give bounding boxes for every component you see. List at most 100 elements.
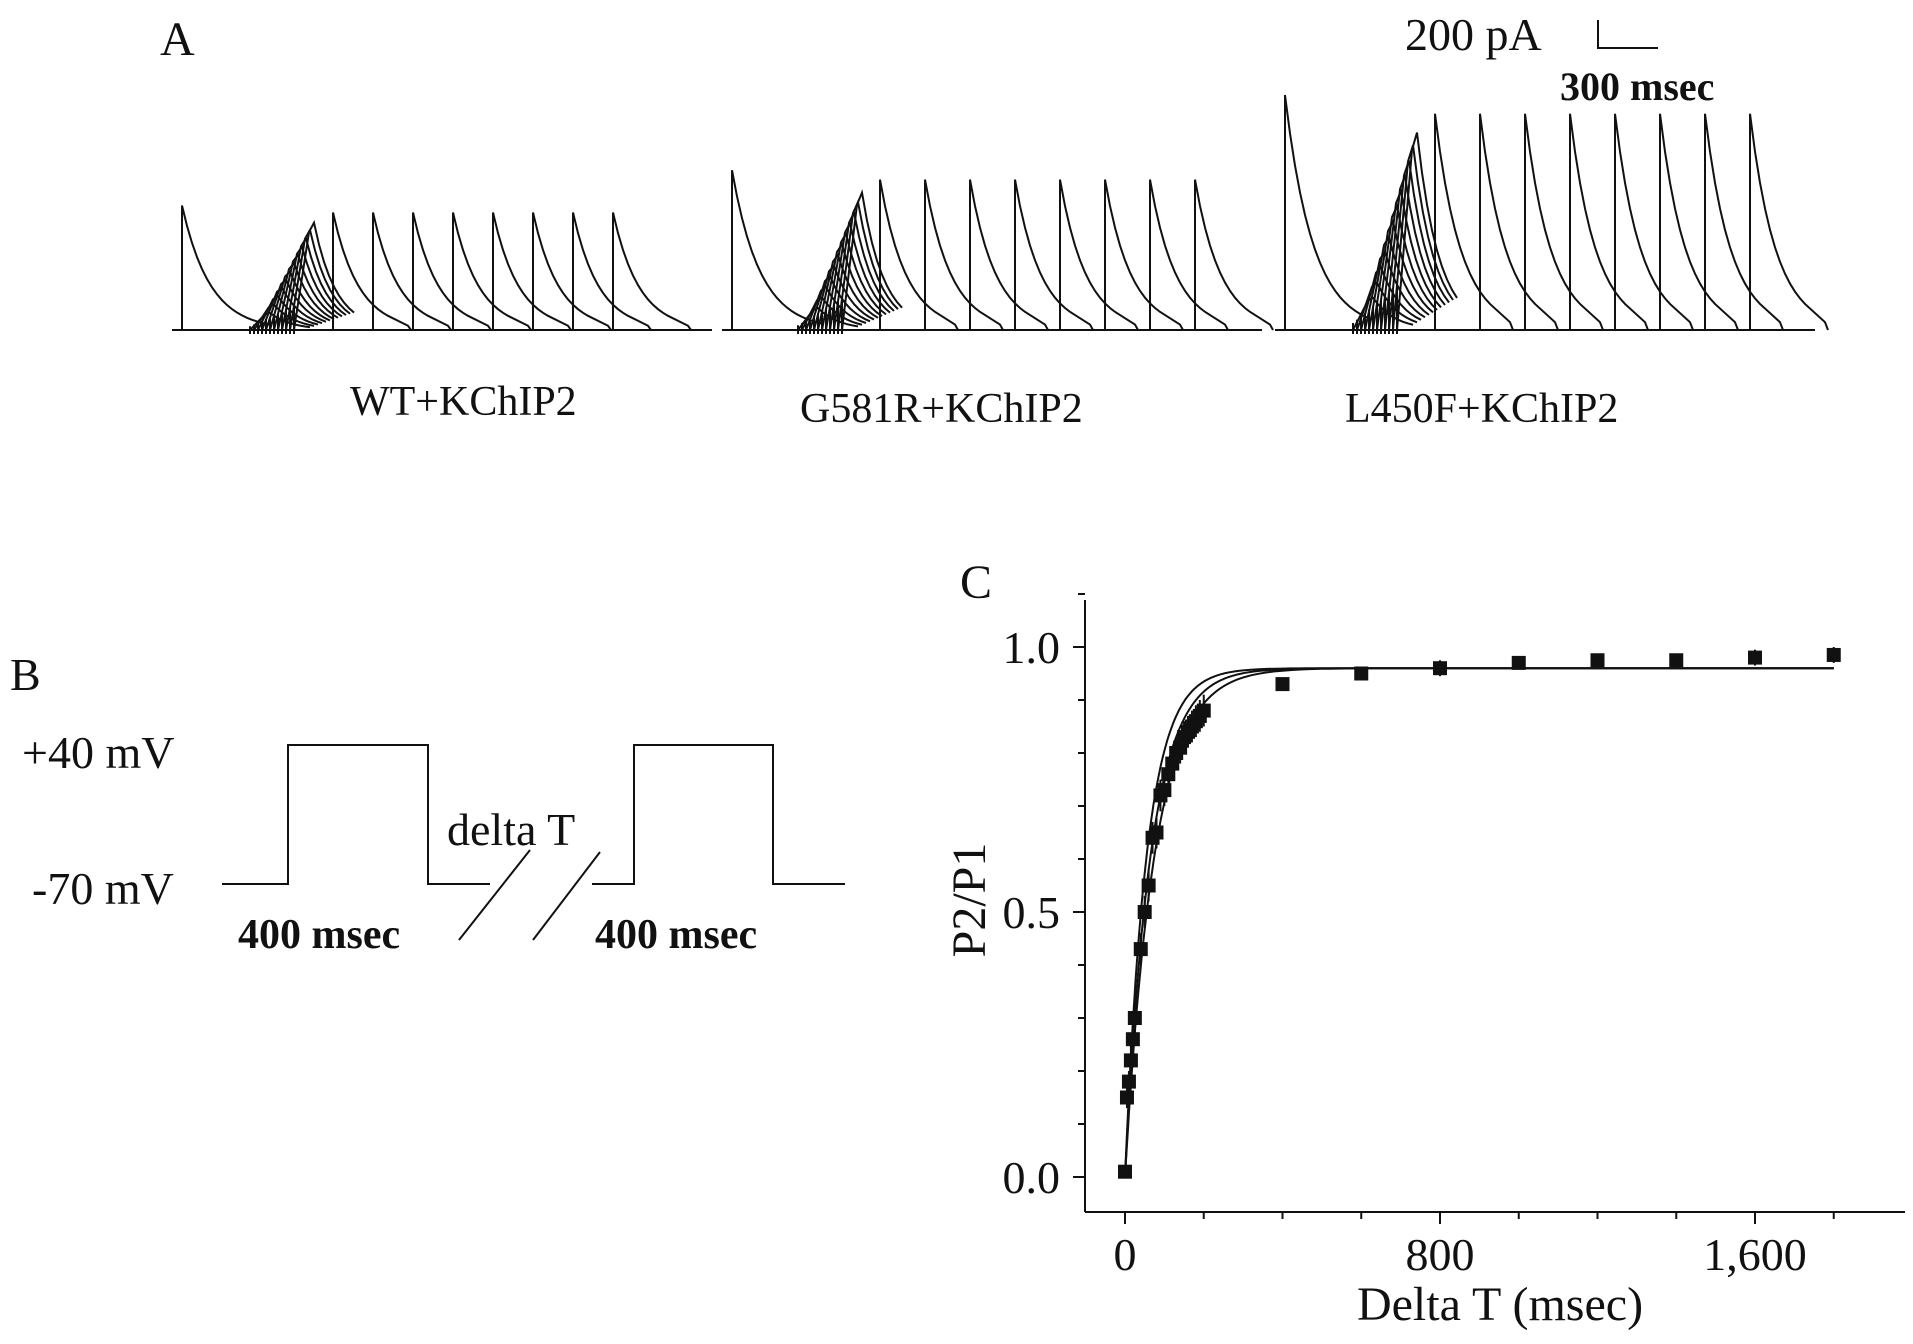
trace-p1 <box>731 170 823 330</box>
y-axis-label: P2/P1 <box>943 843 996 958</box>
trace-p2 <box>532 212 612 331</box>
pulse-1 <box>222 744 490 885</box>
trace-p2-short <box>1392 144 1454 334</box>
trace-p2 <box>1479 113 1559 331</box>
trace-p2 <box>1614 113 1694 331</box>
trace-p2 <box>1659 113 1739 331</box>
voltage-high-label: +40 mV <box>22 727 174 778</box>
x-tick-label: 800 <box>1406 1229 1475 1280</box>
data-point <box>1125 1032 1140 1047</box>
axis-ticks: 0 800 1,600 0.0 0.5 1.0 <box>1003 593 1835 1280</box>
break-mark-1 <box>458 849 531 941</box>
trace-p2 <box>612 212 692 331</box>
trace-p2 <box>879 179 959 331</box>
trace-p1 <box>1284 94 1376 330</box>
fit-curves <box>1124 667 1834 1178</box>
y-tick-label: 0.0 <box>1003 1152 1061 1203</box>
data-point <box>1137 905 1152 919</box>
data-point <box>1354 666 1369 681</box>
scale-bar-time-label: 300 msec <box>1560 64 1714 109</box>
data-point <box>1119 1090 1134 1105</box>
trace-p2-short <box>261 286 323 334</box>
data-point <box>1141 878 1156 893</box>
panel-b-label: B <box>10 649 41 700</box>
pulse-2-duration: 400 msec <box>595 912 757 958</box>
data-point <box>1669 653 1684 668</box>
trace-p2 <box>332 212 412 331</box>
voltage-low-label: -70 mV <box>32 863 174 914</box>
data-point <box>1511 655 1526 670</box>
trace-p2-short <box>289 227 351 334</box>
data-point <box>1127 1011 1142 1025</box>
trace-label-l450f: L450F+KChIP2 <box>1345 386 1618 432</box>
trace-p2 <box>1194 179 1274 331</box>
trace-p2-short <box>833 209 895 334</box>
trace-p2-short <box>285 235 347 334</box>
trace-p2-short <box>265 278 327 334</box>
trace-p2 <box>1749 113 1829 331</box>
trace-p2 <box>1104 179 1184 331</box>
trace-p2-short <box>293 219 355 334</box>
data-point <box>1133 942 1148 957</box>
trace-p2 <box>1059 179 1139 331</box>
trace-p2 <box>1524 113 1604 331</box>
trace-p2 <box>1014 179 1094 331</box>
trace-p2 <box>1434 113 1514 331</box>
trace-label-wt: WT+KChIP2 <box>350 379 577 425</box>
trace-p2-short <box>837 198 899 334</box>
trace-p2-short <box>1396 132 1458 334</box>
trace-group <box>1275 94 1829 334</box>
data-point <box>1826 647 1841 662</box>
trace-p2 <box>924 179 1004 331</box>
trace-p2 <box>969 179 1049 331</box>
trace-p2 <box>492 212 572 331</box>
data-point <box>1748 650 1762 665</box>
fit-curve <box>1124 667 1834 1178</box>
pulse-2 <box>592 744 845 885</box>
data-point <box>1118 1164 1132 1179</box>
data-point <box>1123 1053 1138 1068</box>
panel-c-label: C <box>960 556 992 609</box>
trace-p2-short <box>841 189 903 334</box>
trace-p2-short <box>1388 160 1450 334</box>
trace-p2 <box>452 212 532 331</box>
trace-p2-short <box>829 220 891 334</box>
data-points <box>1118 647 1841 1179</box>
trace-p2 <box>372 212 452 331</box>
trace-group <box>722 170 1274 334</box>
trace-group <box>172 205 712 334</box>
trace-p2-short <box>1368 234 1430 334</box>
y-tick-label: 0.5 <box>1003 887 1061 938</box>
trace-p2-short <box>1364 249 1426 334</box>
panel-c: C 0 800 1,600 0.0 0.5 1.0 Delta T (msec) P2/P… <box>943 556 1905 1331</box>
data-point <box>1275 677 1290 692</box>
trace-label-g581r: G581R+KChIP2 <box>800 386 1083 432</box>
data-point <box>1196 703 1211 718</box>
scale-bar-current-label: 200 pA <box>1405 9 1542 60</box>
current-traces <box>172 94 1829 334</box>
x-axis-label: Delta T (msec) <box>1357 1278 1643 1331</box>
scale-bar <box>1597 20 1658 49</box>
data-point <box>1433 661 1447 676</box>
trace-p2-short <box>809 274 871 334</box>
trace-p2-short <box>1384 171 1446 334</box>
x-tick-label: 1,600 <box>1703 1229 1807 1280</box>
y-tick-label: 1.0 <box>1003 622 1061 673</box>
trace-p2 <box>1149 179 1229 331</box>
interval-label: delta T <box>447 804 575 855</box>
pulse-1-duration: 400 msec <box>238 912 400 958</box>
panel-a-label: A <box>160 13 195 66</box>
trace-p2-short <box>281 244 343 334</box>
panel-b: B +40 mV -70 mV delta T 400 msec 400 mse… <box>10 649 845 958</box>
data-point <box>1121 1074 1136 1089</box>
trace-p2 <box>1704 113 1784 331</box>
panel-a: A 200 pA 300 msec WT+KChIP2 G581R+KChIP2… <box>160 9 1829 432</box>
fit-curve <box>1124 667 1834 1178</box>
trace-p1 <box>181 205 273 330</box>
fit-curve <box>1124 667 1834 1178</box>
data-point <box>1590 653 1605 668</box>
data-point <box>1149 825 1164 840</box>
trace-p2 <box>1569 113 1649 331</box>
trace-p2 <box>572 212 652 331</box>
